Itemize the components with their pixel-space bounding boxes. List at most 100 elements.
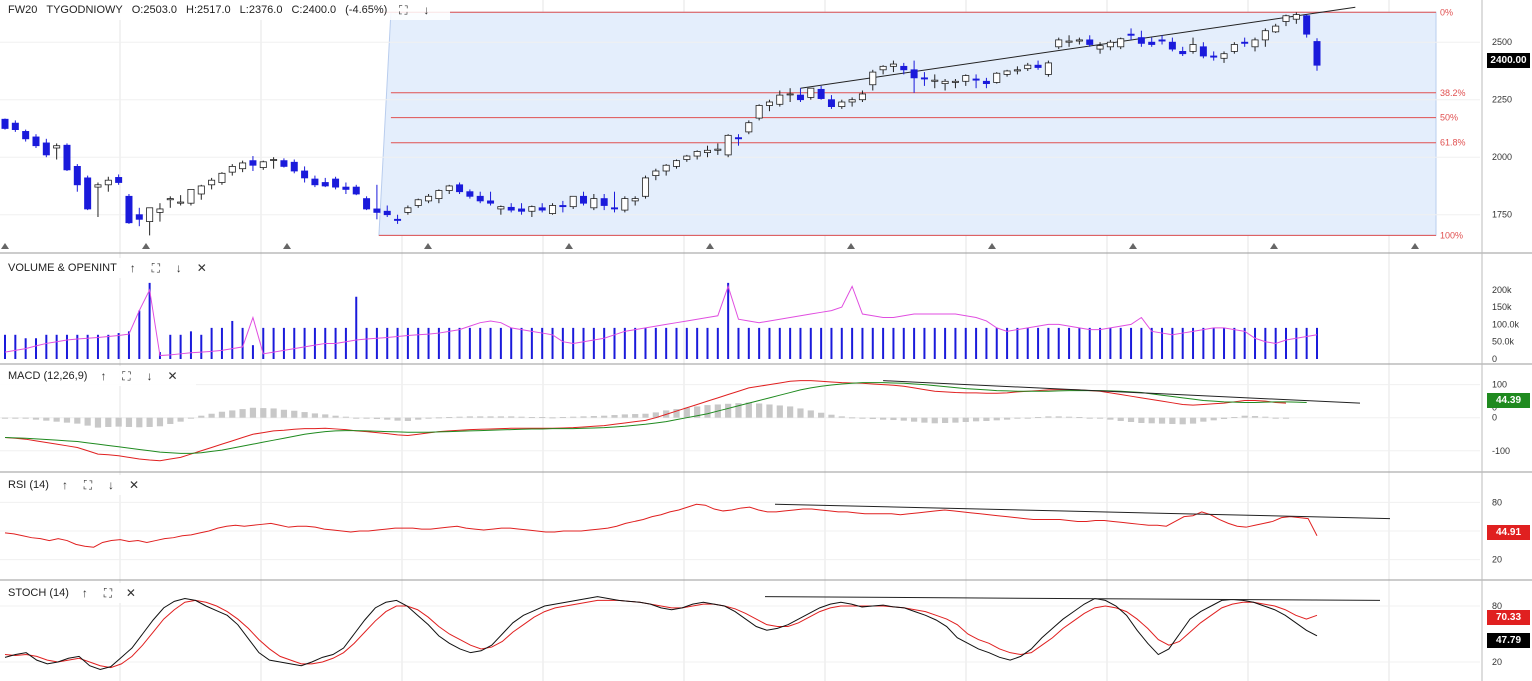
- macd-histogram-bar: [1117, 417, 1124, 421]
- fibonacci-level-label: 61.8%: [1440, 138, 1466, 148]
- candle-body: [580, 195, 588, 204]
- candle-body: [1282, 15, 1290, 22]
- period-marker-icon: [1129, 243, 1137, 249]
- macd-histogram-bar: [394, 417, 401, 421]
- candle-body: [982, 80, 990, 85]
- candle-body: [177, 201, 185, 204]
- macd-histogram-bar: [859, 417, 866, 419]
- move-up-icon[interactable]: ↑: [81, 586, 88, 600]
- macd-histogram-bar: [1148, 417, 1155, 424]
- expand-icon[interactable]: ⛶: [83, 477, 93, 492]
- candle-body: [1272, 25, 1280, 33]
- macd-histogram-bar: [1086, 417, 1093, 419]
- macd-histogram-bar: [177, 417, 184, 422]
- macd-histogram-bar: [280, 409, 288, 418]
- macd-histogram-bar: [1169, 417, 1176, 424]
- macd-histogram-bar: [818, 412, 825, 418]
- candle-body: [734, 137, 742, 140]
- macd-histogram-bar: [1034, 417, 1042, 419]
- candle-body: [1117, 38, 1125, 48]
- macd-histogram-bar: [766, 404, 773, 418]
- candle-body: [321, 182, 329, 187]
- move-down-icon[interactable]: ↓: [107, 478, 114, 492]
- macd-histogram-bar: [270, 408, 277, 418]
- macd-histogram-bar: [580, 416, 587, 418]
- close-icon[interactable]: ✕: [167, 369, 178, 383]
- move-up-icon[interactable]: ↑: [129, 261, 136, 275]
- candle-body: [1313, 41, 1321, 66]
- price-value-badge: 2400.00: [1487, 53, 1530, 68]
- macd-histogram-bar: [1076, 417, 1083, 419]
- macd-histogram-bar: [415, 417, 422, 420]
- macd-histogram-bar: [1, 417, 9, 419]
- macd-histogram-bar: [229, 410, 236, 418]
- close-icon[interactable]: ✕: [128, 478, 139, 492]
- price-tick-label: 1750: [1492, 210, 1512, 220]
- close-icon[interactable]: ✕: [125, 586, 136, 600]
- macd-histogram-bar: [466, 416, 473, 418]
- candle-body: [693, 151, 701, 157]
- move-down-icon[interactable]: ↓: [146, 369, 153, 383]
- rsi-trendline: [774, 503, 1391, 520]
- candle-body: [414, 199, 422, 206]
- expand-icon[interactable]: ⛶: [399, 2, 408, 17]
- macd-histogram-bar: [1210, 417, 1217, 421]
- macd-histogram-bar: [456, 416, 463, 418]
- macd-histogram-bar: [404, 417, 411, 421]
- fibonacci-level-label: 38.2%: [1440, 88, 1466, 98]
- macd-histogram-bar: [549, 417, 556, 419]
- candle-body: [652, 170, 660, 176]
- candle-body: [920, 77, 928, 80]
- macd-histogram-bar: [787, 406, 794, 418]
- candle-body: [22, 131, 30, 140]
- candle-body: [115, 177, 123, 183]
- move-down-icon[interactable]: ↓: [423, 3, 430, 17]
- macd-histogram-bar: [828, 414, 835, 418]
- close-icon[interactable]: ✕: [196, 261, 207, 275]
- candle-body: [507, 206, 515, 211]
- candle-body: [466, 191, 474, 197]
- candle-body: [311, 178, 319, 186]
- macd-value-badge: 44.39: [1487, 393, 1530, 408]
- candle-body: [962, 75, 970, 82]
- candle-body: [1158, 39, 1166, 42]
- macd-histogram-bar: [1045, 416, 1052, 418]
- macd-histogram-bar: [683, 407, 690, 418]
- candle-body: [63, 144, 71, 171]
- macd-histogram-bar: [1096, 417, 1104, 419]
- rsi-title: RSI (14): [8, 479, 49, 491]
- macd-histogram-bar: [136, 417, 143, 428]
- openint-line: [4, 284, 1318, 357]
- macd-histogram-bar: [1158, 417, 1166, 424]
- stoch-k-value-badge: 70.33: [1487, 610, 1530, 625]
- candle-body: [1034, 64, 1042, 68]
- volume-title: VOLUME & OPENINT: [8, 262, 117, 274]
- candle-body: [1, 118, 9, 129]
- candle-body: [724, 134, 732, 156]
- macd-histogram-bar: [1251, 416, 1259, 418]
- move-up-icon[interactable]: ↑: [100, 369, 107, 383]
- macd-histogram-bar: [890, 417, 897, 421]
- candle-body: [776, 94, 784, 105]
- change-value: (-4.65%): [345, 4, 388, 16]
- macd-histogram-bar: [1024, 417, 1031, 419]
- macd-histogram-bar: [249, 407, 257, 418]
- fibonacci-level-label: 100%: [1440, 230, 1463, 240]
- macd-histogram-bar: [84, 417, 91, 426]
- candle-body: [476, 195, 484, 202]
- macd-histogram-bar: [353, 417, 360, 419]
- expand-icon[interactable]: ⛶: [151, 260, 160, 275]
- macd-histogram-bar: [962, 417, 969, 422]
- move-up-icon[interactable]: ↑: [61, 478, 68, 492]
- candle-body: [569, 195, 577, 208]
- macd-histogram-bar: [363, 417, 370, 419]
- candle-body: [631, 198, 639, 202]
- expand-icon[interactable]: ⛶: [122, 368, 131, 383]
- expand-icon[interactable]: ⛶: [103, 585, 113, 600]
- macd-histogram-bar: [601, 415, 608, 418]
- macd-histogram-bar: [1220, 417, 1228, 420]
- macd-histogram-bar: [807, 410, 814, 418]
- move-down-icon[interactable]: ↓: [175, 261, 182, 275]
- macd-histogram-bar: [146, 417, 153, 427]
